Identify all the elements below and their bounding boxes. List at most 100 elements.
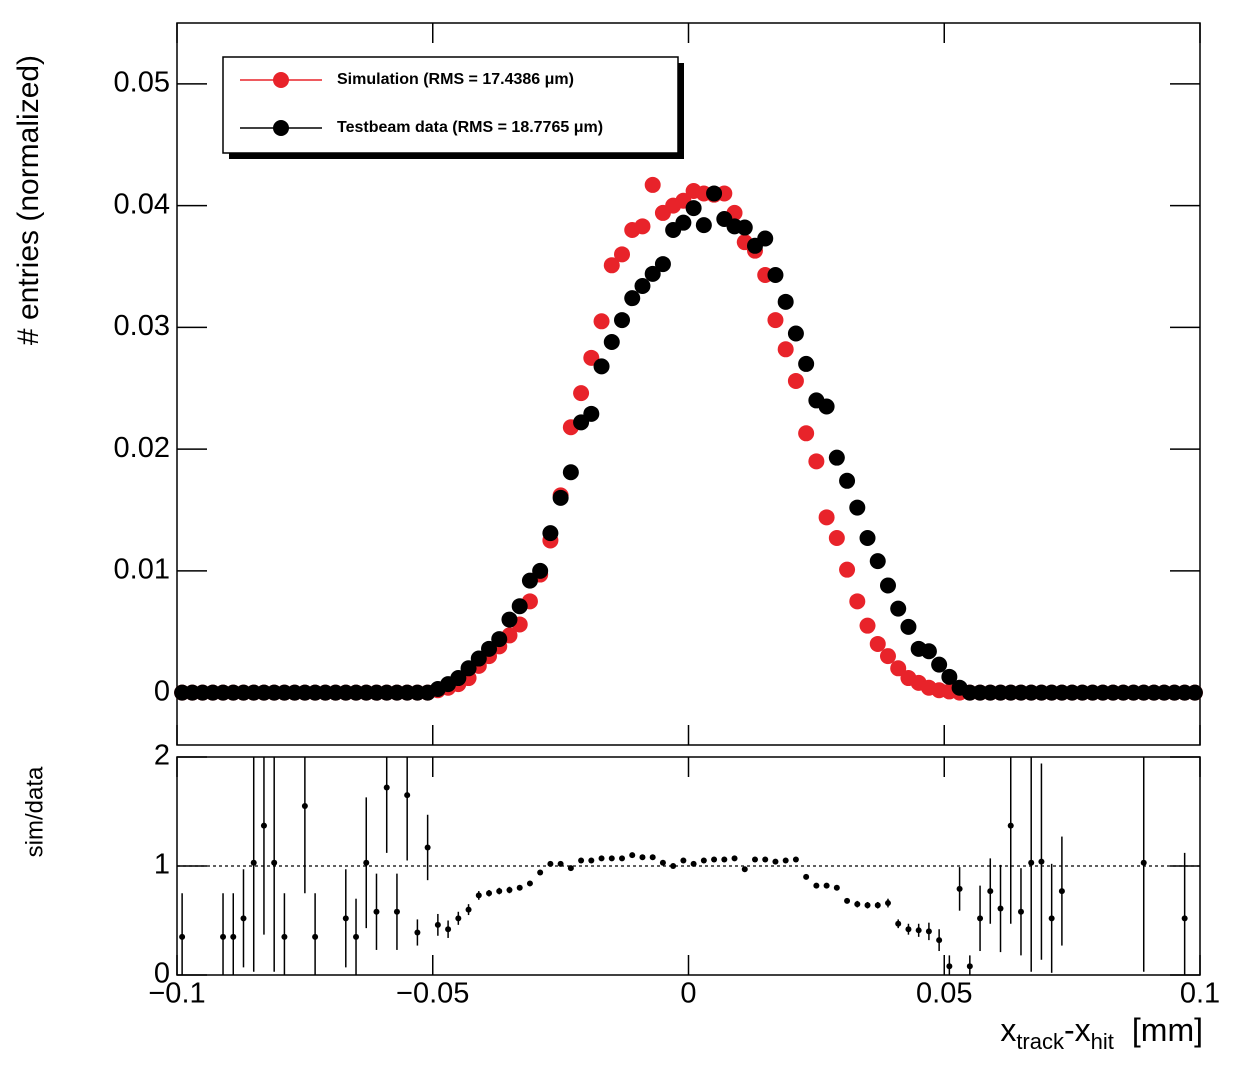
x-label-part: x [1000, 1012, 1016, 1048]
y-tick-label: 0 [154, 675, 170, 707]
ratio-point [1017, 908, 1024, 915]
ratio-point [465, 906, 472, 913]
ratio-point [250, 859, 257, 866]
legend-marker [273, 72, 289, 88]
ratio-point [762, 856, 769, 863]
ratio-point [506, 886, 513, 893]
ratio-point [598, 855, 605, 862]
data-point [818, 398, 835, 415]
ratio-point [925, 928, 932, 935]
ratio-point [741, 866, 748, 873]
ratio-point [690, 860, 697, 867]
ratio-point [619, 855, 626, 862]
data-point [777, 293, 794, 310]
ratio-point [915, 927, 922, 934]
ratio-point [526, 880, 533, 887]
ratio-point [353, 933, 360, 940]
ratio-point [997, 905, 1004, 912]
ratio-point [639, 854, 646, 861]
x-label-part: -x [1064, 1012, 1091, 1048]
legend [222, 56, 679, 154]
data-point [839, 561, 856, 578]
ratio-point [567, 865, 574, 872]
ratio-point [363, 859, 370, 866]
data-point [450, 670, 467, 687]
ratio-point [680, 857, 687, 864]
data-point [542, 525, 559, 542]
data-point [644, 265, 661, 282]
data-point [583, 405, 600, 422]
ratio-point [977, 915, 984, 922]
data-point [849, 593, 866, 610]
ratio-point [936, 937, 943, 944]
data-point [685, 200, 702, 217]
data-point [890, 660, 907, 677]
ratio-point [475, 892, 482, 899]
ratio-point [486, 890, 493, 897]
data-point [603, 333, 620, 350]
ratio-point [772, 858, 779, 865]
ratio-point [844, 897, 851, 904]
data-point [695, 217, 712, 234]
ratio-point [240, 915, 247, 922]
y-tick-label: 1 [154, 849, 170, 881]
data-point [614, 312, 631, 329]
ratio-point [281, 933, 288, 940]
ratio-point [434, 921, 441, 928]
ratio-point [578, 857, 585, 864]
data-point [552, 489, 569, 506]
ratio-point [946, 963, 953, 970]
data-point [491, 631, 508, 648]
ratio-point [905, 926, 912, 933]
ratio-point [496, 888, 503, 895]
data-point [859, 530, 876, 547]
ratio-point [342, 915, 349, 922]
ratio-point [414, 929, 421, 936]
data-point [787, 372, 804, 389]
data-point [757, 230, 774, 247]
data-point [644, 176, 661, 193]
x-tick-label: −0.05 [396, 978, 469, 1010]
legend-marker [273, 120, 289, 136]
ratio-point [711, 856, 718, 863]
x-tick-label: 0.1 [1180, 978, 1220, 1010]
data-point [869, 553, 886, 570]
ratio-point [455, 915, 462, 922]
ratio-point [1028, 859, 1035, 866]
data-point [603, 257, 620, 274]
data-point [900, 618, 917, 635]
y-tick-label: 2 [154, 740, 170, 772]
ratio-point [312, 933, 319, 940]
y-axis-label: # entries (normalized) [12, 55, 45, 345]
y-tick-label: 0.03 [114, 310, 170, 342]
y-tick-label: 0 [154, 958, 170, 990]
data-point [521, 572, 538, 589]
data-point [501, 611, 518, 628]
ratio-point [404, 792, 411, 799]
ratio-point [373, 908, 380, 915]
ratio-point [966, 963, 973, 970]
data-point [890, 600, 907, 617]
ratio-point [792, 856, 799, 863]
ratio-point [537, 869, 544, 876]
ratio-point [659, 859, 666, 866]
data-point [593, 313, 610, 330]
ratio-point [1007, 822, 1014, 829]
ratio-point [700, 857, 707, 864]
ratio-point [1038, 858, 1045, 865]
data-point [573, 385, 590, 402]
data-point [798, 355, 815, 372]
ratio-point [884, 900, 891, 907]
data-point [511, 598, 528, 615]
data-point [879, 648, 896, 665]
data-point [787, 325, 804, 342]
data-point [798, 425, 815, 442]
data-point [920, 643, 937, 660]
data-point [931, 656, 948, 673]
ratio-point [895, 920, 902, 927]
data-point [460, 660, 477, 677]
ratio-point [230, 933, 237, 940]
data-point [654, 256, 671, 273]
data-point [706, 185, 723, 202]
ratio-point [1058, 888, 1065, 895]
